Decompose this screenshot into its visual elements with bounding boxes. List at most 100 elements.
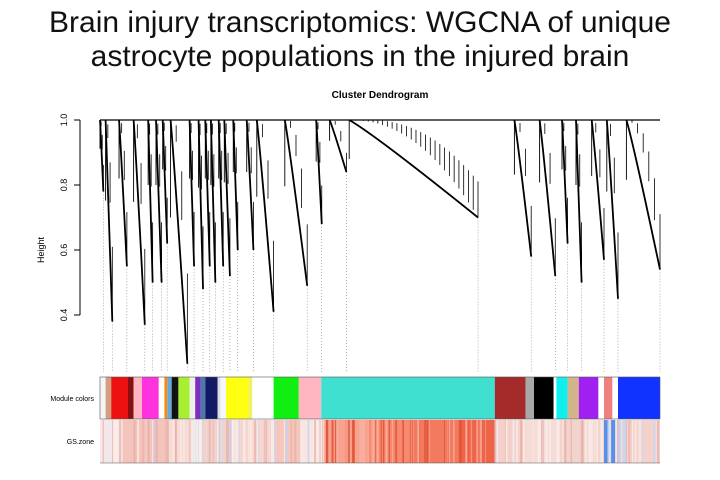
gs-zone-stripe	[540, 420, 542, 463]
gs-zone-stripe	[616, 420, 619, 463]
gs-zone-stripe	[118, 420, 122, 463]
gs-zone-stripe	[600, 420, 603, 463]
gs-zone-stripe	[385, 420, 388, 463]
gs-zone-stripe	[459, 420, 462, 463]
dendrogram-branch	[104, 119, 114, 322]
gs-zone-stripe	[628, 420, 631, 463]
gs-zone-stripe	[410, 420, 412, 463]
gs-zone-stripe	[243, 420, 245, 463]
dendrogram	[99, 119, 661, 372]
gs-zone-stripe	[589, 420, 591, 463]
gs-zone-stripe	[419, 420, 421, 463]
gs-zone-stripe	[495, 420, 499, 463]
gs-zone-stripe	[113, 420, 117, 463]
gs-zone-stripe	[392, 420, 393, 463]
gs-zone-stripe	[317, 420, 320, 463]
gs-zone-stripe	[495, 420, 497, 463]
gs-zone-stripe	[380, 420, 382, 463]
gs-zone-stripe	[180, 420, 182, 463]
gs-zone-stripe	[411, 420, 413, 463]
dendrogram-branch	[204, 119, 211, 267]
gs-zone-stripe	[212, 420, 214, 463]
gs-zone-stripe	[346, 420, 348, 463]
gs-zone-stripe	[374, 420, 376, 463]
gs-zone-stripe	[362, 420, 365, 463]
wgcna-figure: Cluster Dendrogram 1.0 0.8 0.6 0.4 Heigh…	[36, 90, 661, 464]
gs-zone-stripe	[373, 420, 375, 463]
gs-zone-stripe	[625, 420, 627, 463]
gs-zone-stripe	[189, 420, 192, 463]
gs-zone-stripe	[231, 420, 233, 463]
gs-zone-block	[301, 420, 324, 463]
module-row-border	[99, 376, 661, 420]
gs-zone-stripe	[183, 420, 185, 463]
gs-zone-stripe	[360, 420, 363, 463]
gs-zone-stripe	[142, 420, 144, 463]
gs-zone-block	[200, 420, 229, 463]
gs-zone-stripe	[325, 420, 328, 463]
dendrogram-branch	[118, 119, 128, 267]
gs-zone-stripe	[505, 420, 508, 463]
dendrogram-branch	[245, 119, 255, 251]
gs-zone-stripe	[290, 420, 293, 463]
dendrogram-branch	[217, 119, 225, 267]
gs-zone-stripe	[592, 420, 594, 463]
gs-zone-stripe	[225, 420, 228, 463]
gs-zone-stripe	[174, 420, 177, 463]
gs-zone-row	[100, 420, 660, 464]
gs-zone-stripe	[516, 420, 519, 463]
gs-zone-stripe	[653, 420, 656, 463]
module-color-block	[598, 377, 604, 419]
dendrogram-branch	[590, 119, 605, 260]
gs-zone-stripe	[564, 420, 567, 463]
module-color-block	[142, 377, 159, 419]
module-color-block	[494, 377, 526, 419]
gs-zone-stripe	[615, 420, 618, 463]
gs-zone-stripe	[322, 420, 324, 463]
gs-zone-stripe	[265, 420, 268, 463]
gs-zone-stripe	[221, 420, 223, 463]
gs-zone-stripe	[348, 420, 350, 463]
gs-zone-stripe	[522, 420, 525, 463]
gs-zone-stripe	[192, 420, 194, 463]
gs-zone-stripe	[588, 420, 591, 463]
gs-zone-stripe	[607, 420, 609, 463]
module-color-block	[164, 377, 168, 419]
gs-zone-stripe	[586, 420, 588, 463]
dendrogram-branch	[575, 119, 583, 283]
gs-zone-stripe	[208, 420, 211, 463]
y-tick-label: 0.8	[59, 179, 69, 192]
gs-zone-stripe	[479, 420, 482, 463]
dendrogram-branch	[348, 119, 479, 219]
dendrogram-branch	[169, 119, 189, 364]
gs-zone-stripe	[283, 420, 286, 463]
gs-zone-stripe	[116, 420, 118, 463]
gs-zone-stripe	[263, 420, 266, 463]
gs-zone-stripe	[243, 420, 246, 463]
gs-zone-stripe	[155, 420, 158, 463]
gs-zone-stripe	[250, 420, 253, 463]
gs-zone-stripe	[448, 420, 451, 463]
module-color-block	[217, 377, 221, 419]
gs-zone-stripe	[545, 420, 548, 463]
module-color-block	[220, 377, 226, 419]
gs-zone-stripe	[300, 420, 303, 463]
module-color-block	[111, 377, 128, 419]
gs-zone-stripe	[190, 420, 192, 463]
gs-zone-stripe	[294, 420, 297, 463]
dendrogram-branch	[605, 119, 619, 299]
gs-zone-stripe	[382, 420, 385, 463]
module-color-block	[553, 377, 557, 419]
gs-zone-stripe	[359, 420, 361, 463]
gs-zone-stripe	[227, 420, 229, 463]
module-color-block	[200, 377, 206, 419]
gs-zone-stripe	[234, 420, 237, 463]
gs-zone-stripe	[315, 420, 317, 463]
gs-zone-stripe	[273, 420, 276, 463]
module-color-block	[167, 377, 172, 419]
gs-zone-stripe	[596, 420, 599, 463]
dendrogram-branch	[538, 119, 557, 277]
gs-zone-stripe	[388, 420, 391, 463]
plot-title: Cluster Dendrogram	[332, 90, 429, 101]
gs-zone-stripe	[589, 420, 592, 463]
